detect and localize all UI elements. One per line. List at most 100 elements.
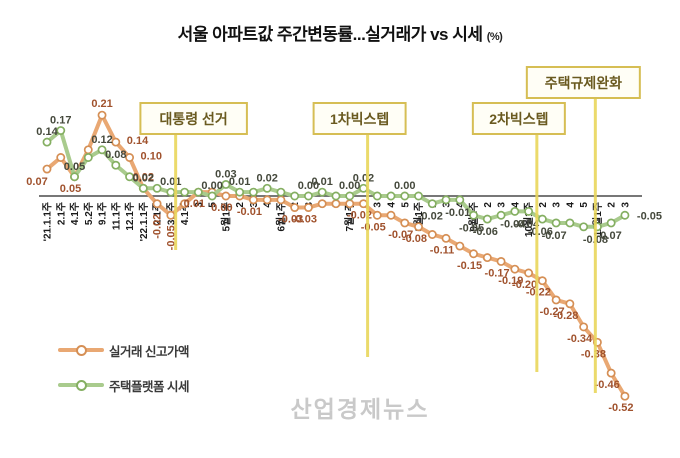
data-point	[331, 199, 341, 209]
data-label: 0.02	[133, 171, 154, 183]
x-tick-label: 3	[620, 202, 631, 208]
legend-item-actual-price: 실거래 신고가액	[58, 338, 189, 362]
data-point	[166, 210, 176, 220]
x-tick-label: 5	[579, 202, 590, 208]
data-label: 0.00	[298, 180, 319, 192]
data-point	[303, 191, 313, 201]
data-point	[193, 187, 203, 197]
data-point	[359, 199, 368, 209]
x-tick-label: 2	[538, 202, 549, 208]
data-point	[152, 183, 162, 193]
data-point	[579, 322, 589, 332]
data-label: -0.06	[473, 226, 498, 238]
data-point	[42, 137, 52, 147]
data-point	[414, 191, 423, 201]
data-point	[221, 191, 231, 201]
data-point	[111, 160, 121, 170]
data-point	[620, 210, 630, 220]
series-data-labels: 0.070.050.210.140.100.02-0.02 -0.050.01 0.…	[26, 98, 633, 414]
legend-item-platform-price: 주택플랫폼 시세	[58, 373, 189, 397]
data-point	[166, 187, 176, 197]
data-point	[138, 183, 148, 193]
data-label: -0.01	[445, 207, 470, 219]
event-label: 대통령 선거	[160, 111, 228, 127]
data-point	[125, 172, 135, 182]
data-label: 0.00	[201, 180, 222, 192]
data-label: -0.05	[637, 210, 662, 222]
data-point	[235, 187, 245, 197]
x-tick-label: 3	[194, 202, 205, 208]
series-data-labels: 0.140.170.050.120.080.02 0.01 0.000.030.01…	[36, 115, 662, 246]
x-tick-label: '21.1.1주	[42, 202, 54, 241]
data-point	[345, 199, 355, 209]
data-point	[111, 137, 121, 147]
watermark: 산업경제뉴스	[290, 396, 430, 422]
data-point	[455, 241, 465, 251]
x-tick-label: 6월1주	[275, 202, 287, 232]
x-tick-label: 2	[607, 202, 618, 208]
data-label: -0.02	[152, 214, 164, 239]
data-point	[125, 153, 135, 162]
data-label: 0.07	[26, 176, 47, 188]
event-label: 주택규제완화	[545, 75, 622, 91]
data-label: -0.06	[528, 226, 553, 238]
data-point	[42, 164, 52, 174]
data-label: 0.21	[91, 98, 112, 110]
data-label: 0.17	[50, 115, 71, 127]
data-label: -0.15	[457, 260, 482, 272]
data-label: -0.05	[459, 222, 484, 234]
data-label: -0.04	[514, 218, 540, 230]
data-point	[565, 218, 575, 228]
data-label: 0.05	[60, 183, 81, 195]
data-point	[83, 145, 93, 155]
data-point	[496, 257, 506, 266]
x-tick-label: 7월1주	[344, 202, 356, 232]
data-label: 0.08	[105, 149, 126, 161]
x-tick-label: 4	[263, 202, 274, 208]
data-label: -0.03	[278, 214, 303, 226]
data-label: -0.34	[567, 333, 593, 345]
data-point	[56, 153, 66, 162]
data-label: 0.02	[256, 172, 277, 184]
data-point	[276, 187, 286, 197]
data-point	[606, 218, 616, 228]
x-tick-label: 4	[387, 202, 398, 208]
x-tick-label: '22.1.1주	[138, 202, 150, 241]
data-label: -0.07	[542, 230, 567, 242]
data-point	[551, 218, 561, 228]
x-tick-label: 4	[565, 202, 576, 208]
data-point	[441, 195, 451, 205]
data-point	[290, 191, 300, 201]
x-tick-label: 2	[235, 202, 246, 208]
event-label-box	[525, 66, 641, 99]
legend-label: 실거래 신고가액	[109, 344, 189, 359]
data-label: -0.38	[581, 348, 606, 360]
data-point	[482, 214, 492, 224]
data-point	[345, 191, 355, 201]
data-label: -0.02	[418, 211, 443, 223]
data-point	[400, 218, 410, 228]
data-label: 0.05	[64, 161, 85, 173]
data-point	[180, 199, 190, 209]
data-point	[386, 210, 396, 220]
data-point	[372, 191, 382, 201]
x-tick-label: 2	[483, 202, 494, 208]
x-tick-label: 5.2주	[83, 202, 95, 225]
series-platform-price	[42, 126, 630, 232]
x-tick-label: 3	[442, 202, 453, 208]
data-point	[469, 249, 479, 259]
data-label: -0.52	[608, 402, 633, 414]
x-tick-label: 11.1주	[110, 202, 122, 230]
data-label: -0.03	[292, 214, 317, 226]
data-point	[70, 172, 79, 182]
data-label: 0.01	[311, 176, 332, 188]
data-label: -0.11	[430, 244, 454, 256]
data-label: 0.10	[141, 151, 162, 163]
data-point	[180, 187, 190, 197]
data-label: 0.14	[127, 135, 149, 147]
data-point	[262, 195, 272, 205]
data-point	[56, 126, 66, 136]
title-unit: (%)	[486, 31, 503, 43]
data-point	[317, 187, 327, 197]
data-point	[510, 206, 520, 216]
